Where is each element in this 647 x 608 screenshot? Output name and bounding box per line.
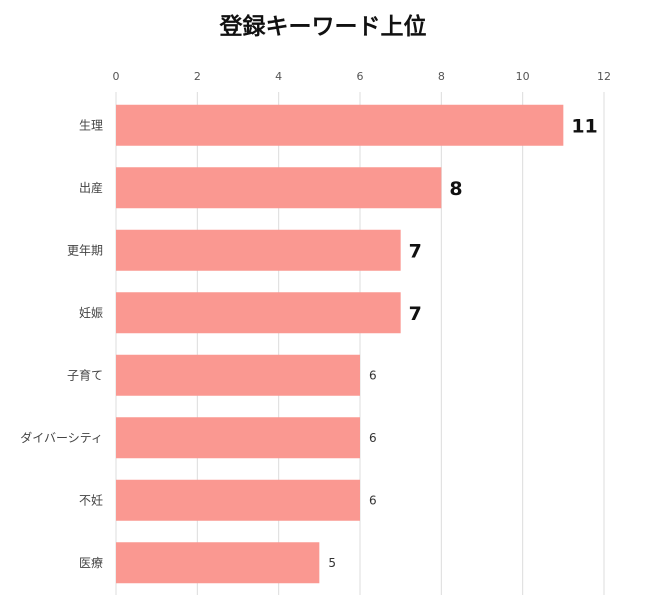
category-label: 不妊 <box>79 493 103 507</box>
data-label: 7 <box>409 240 422 262</box>
bar <box>116 167 442 209</box>
category-label: 妊娠 <box>79 306 103 320</box>
x-tick-label: 10 <box>516 70 530 83</box>
category-label: 生理 <box>79 118 103 132</box>
bar <box>116 354 360 396</box>
data-label: 5 <box>328 556 336 570</box>
x-tick-label: 12 <box>597 70 611 83</box>
bar <box>116 104 564 146</box>
data-label: 6 <box>369 431 377 445</box>
bar <box>116 292 401 334</box>
category-label: 医療 <box>79 556 103 570</box>
category-label: 出産 <box>79 180 103 195</box>
x-axis-ticks: 0 2 4 6 8 10 12 <box>113 70 612 83</box>
chart-title: 登録キーワード上位 <box>219 13 427 40</box>
category-label: 子育て <box>67 367 103 382</box>
bar <box>116 229 401 271</box>
data-label: 7 <box>409 303 422 325</box>
data-label: 11 <box>571 115 597 137</box>
x-tick-label: 0 <box>113 70 120 83</box>
x-tick-label: 6 <box>357 70 364 83</box>
bars <box>116 104 564 584</box>
category-label: ダイバーシティ <box>20 430 103 445</box>
bar <box>116 479 360 521</box>
data-label: 8 <box>449 178 462 200</box>
x-tick-label: 2 <box>194 70 201 83</box>
bar <box>116 417 360 459</box>
data-labels: 11 8 7 7 6 6 6 5 <box>328 115 597 570</box>
x-tick-label: 4 <box>275 70 282 83</box>
category-label: 更年期 <box>67 243 103 257</box>
bar <box>116 542 320 584</box>
data-label: 6 <box>369 493 377 507</box>
x-tick-label: 8 <box>438 70 445 83</box>
data-label: 6 <box>369 368 377 382</box>
